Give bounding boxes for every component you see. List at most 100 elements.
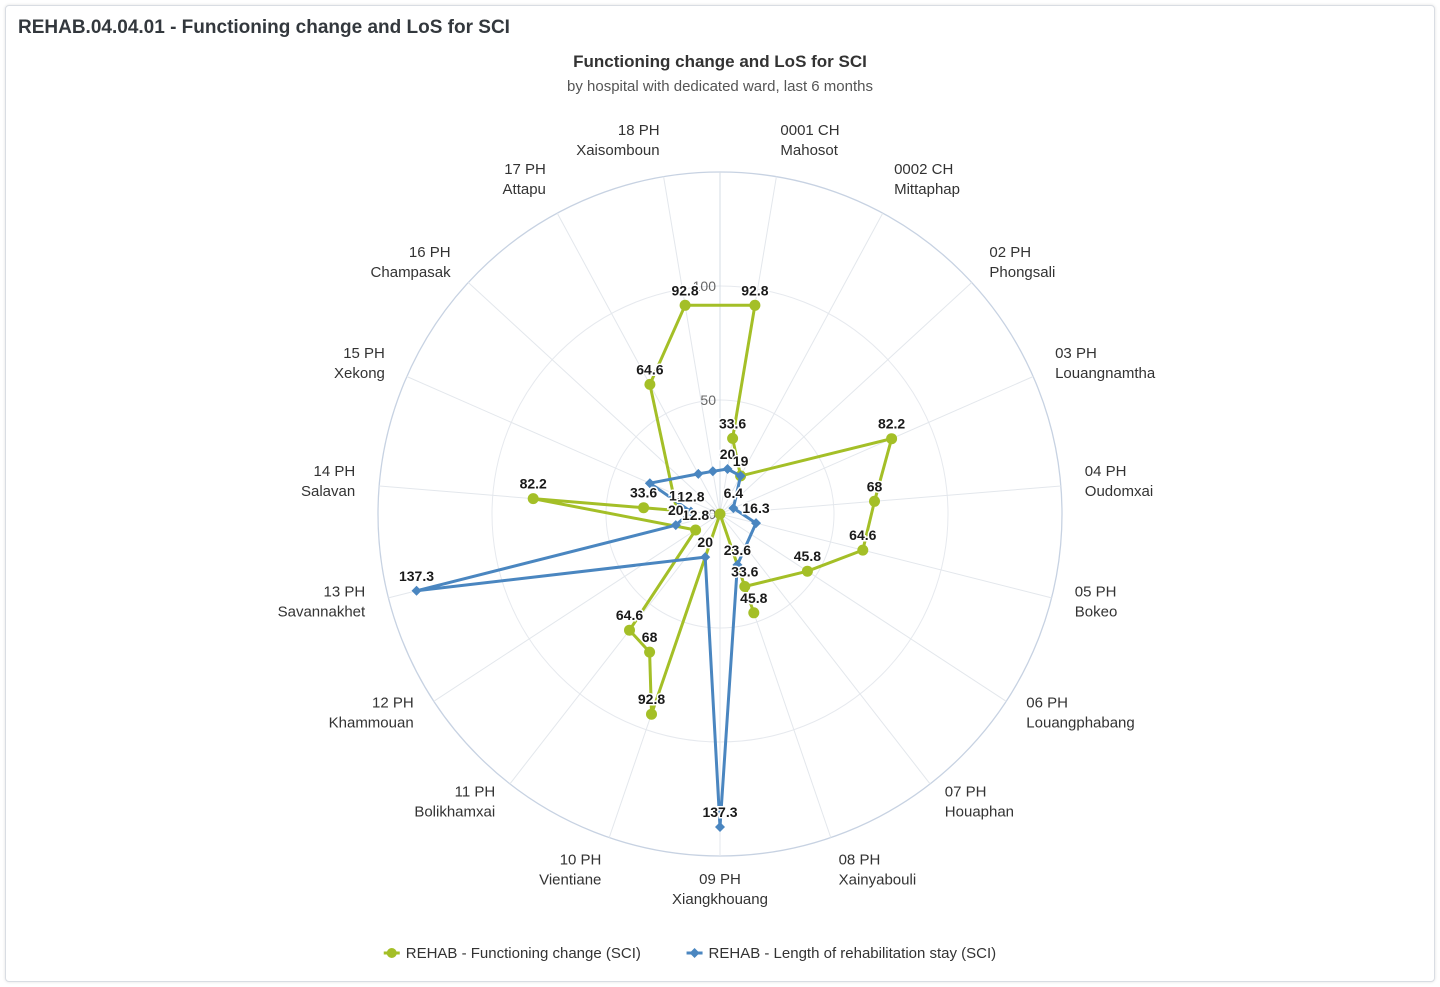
- category-label: 08 PH Xainyabouli: [839, 851, 917, 888]
- data-labels: 92.8 33.6 19 82.2 68 64.6 45.8 33.6 45.8 92.8 68 64…: [397, 281, 906, 822]
- data-point[interactable]: [638, 502, 650, 514]
- category-label-line: Khammouan: [329, 715, 414, 732]
- category-label-line: Champasak: [371, 264, 452, 281]
- spoke-line: [719, 376, 1034, 515]
- category-label-line: Xainyabouli: [839, 871, 917, 888]
- data-point[interactable]: [732, 559, 743, 570]
- data-point[interactable]: [886, 433, 898, 445]
- category-label: 16 PH Champasak: [371, 244, 452, 281]
- category-label-line: Mahosot: [780, 142, 838, 159]
- data-point[interactable]: [735, 470, 746, 481]
- category-label: 14 PH Salavan: [301, 463, 355, 500]
- spoke-line: [433, 513, 721, 702]
- data-point[interactable]: [728, 503, 739, 514]
- data-point[interactable]: [714, 508, 726, 520]
- category-label-line: 15 PH: [343, 345, 385, 362]
- data-label: 68: [867, 478, 883, 494]
- data-label: 33.6: [719, 415, 746, 431]
- category-label-line: 11 PH: [455, 783, 496, 800]
- category-label-line: 0001 CH: [780, 122, 839, 139]
- data-point[interactable]: [679, 299, 691, 311]
- series-1: [527, 299, 898, 720]
- category-label-line: 14 PH: [313, 463, 355, 480]
- data-point[interactable]: [670, 520, 681, 531]
- category-label-line: Phongsali: [989, 264, 1055, 281]
- spoke-line: [719, 513, 1052, 599]
- category-label-line: Houaphan: [945, 803, 1014, 820]
- data-label: 92.8: [741, 282, 768, 298]
- data-point[interactable]: [748, 607, 760, 619]
- data-point[interactable]: [624, 624, 635, 636]
- data-label: 45.8: [794, 548, 821, 564]
- data-point[interactable]: [411, 585, 422, 596]
- category-label-line: 17 PH: [504, 161, 546, 178]
- spoke-line: [663, 176, 721, 515]
- category-label-line: 18 PH: [618, 122, 660, 139]
- data-label: 33.6: [731, 564, 758, 580]
- category-label-line: Xekong: [334, 365, 385, 382]
- data-point[interactable]: [644, 646, 656, 658]
- category-label-line: 09 PH: [699, 871, 741, 888]
- data-point[interactable]: [707, 466, 718, 477]
- data-point[interactable]: [722, 464, 733, 475]
- data-point[interactable]: [715, 822, 725, 833]
- category-label-line: Savannakhet: [278, 603, 366, 620]
- data-point[interactable]: [685, 506, 696, 517]
- data-label: 92.8: [671, 282, 698, 298]
- data-point[interactable]: [739, 581, 751, 592]
- category-label: 12 PH Khammouan: [329, 695, 414, 732]
- data-point[interactable]: [749, 299, 761, 311]
- category-label: 09 PH Xiangkhouang: [672, 871, 768, 908]
- data-point[interactable]: [693, 468, 704, 479]
- series-2: [411, 464, 762, 833]
- category-label-line: 10 PH: [560, 851, 602, 868]
- data-point[interactable]: [751, 518, 762, 529]
- category-label-line: 03 PH: [1055, 345, 1097, 362]
- spoke-line: [406, 376, 721, 515]
- data-label: 23.6: [724, 542, 751, 558]
- category-label: 17 PH Attapu: [503, 161, 546, 198]
- data-label: 19: [733, 453, 749, 469]
- category-label-line: Louangphabang: [1026, 715, 1134, 732]
- data-label: 64.6: [636, 361, 663, 377]
- category-label-line: Xaisomboun: [576, 142, 659, 159]
- data-label: 82.2: [520, 476, 547, 492]
- data-point[interactable]: [527, 493, 539, 505]
- data-point[interactable]: [644, 478, 655, 489]
- spoke-line: [467, 282, 721, 515]
- data-point[interactable]: [646, 708, 657, 720]
- data-point[interactable]: [857, 544, 869, 556]
- category-label-line: Bolikhamxai: [414, 803, 495, 820]
- data-label: 20: [697, 534, 713, 550]
- legend-label: REHAB - Functioning change (SCI): [406, 945, 641, 962]
- spoke-line: [719, 212, 884, 515]
- data-point[interactable]: [869, 495, 880, 507]
- data-label: 20: [668, 502, 684, 518]
- data-point[interactable]: [671, 505, 683, 516]
- data-label: 20: [720, 446, 736, 462]
- legend-item-2[interactable]: REHAB - Length of rehabilitation stay (S…: [686, 945, 997, 962]
- series-layer: [411, 299, 898, 833]
- category-label: 04 PH Oudomxai: [1085, 463, 1153, 500]
- legend-item-1[interactable]: REHAB - Functioning change (SCI): [383, 945, 641, 962]
- data-point[interactable]: [690, 524, 702, 536]
- legend-marker: [689, 948, 700, 958]
- data-point[interactable]: [727, 432, 739, 444]
- data-label: 137.3: [399, 568, 434, 584]
- spoke-line: [556, 212, 721, 515]
- data-label: 68: [642, 629, 658, 645]
- data-point[interactable]: [644, 378, 656, 390]
- data-point[interactable]: [801, 565, 813, 577]
- category-label-line: 08 PH: [839, 851, 881, 868]
- category-label-line: Bokeo: [1075, 603, 1118, 620]
- category-label: 05 PH Bokeo: [1075, 583, 1118, 620]
- category-label-line: 16 PH: [409, 244, 451, 261]
- data-label: 64.6: [849, 527, 876, 543]
- data-point[interactable]: [700, 552, 711, 563]
- panel-title: REHAB.04.04.01 - Functioning change and …: [18, 17, 510, 38]
- category-label-line: Mittaphap: [894, 181, 960, 198]
- category-label-line: Xiangkhouang: [672, 891, 768, 908]
- category-label-line: 05 PH: [1075, 583, 1117, 600]
- category-label: 06 PH Louangphabang: [1026, 695, 1134, 732]
